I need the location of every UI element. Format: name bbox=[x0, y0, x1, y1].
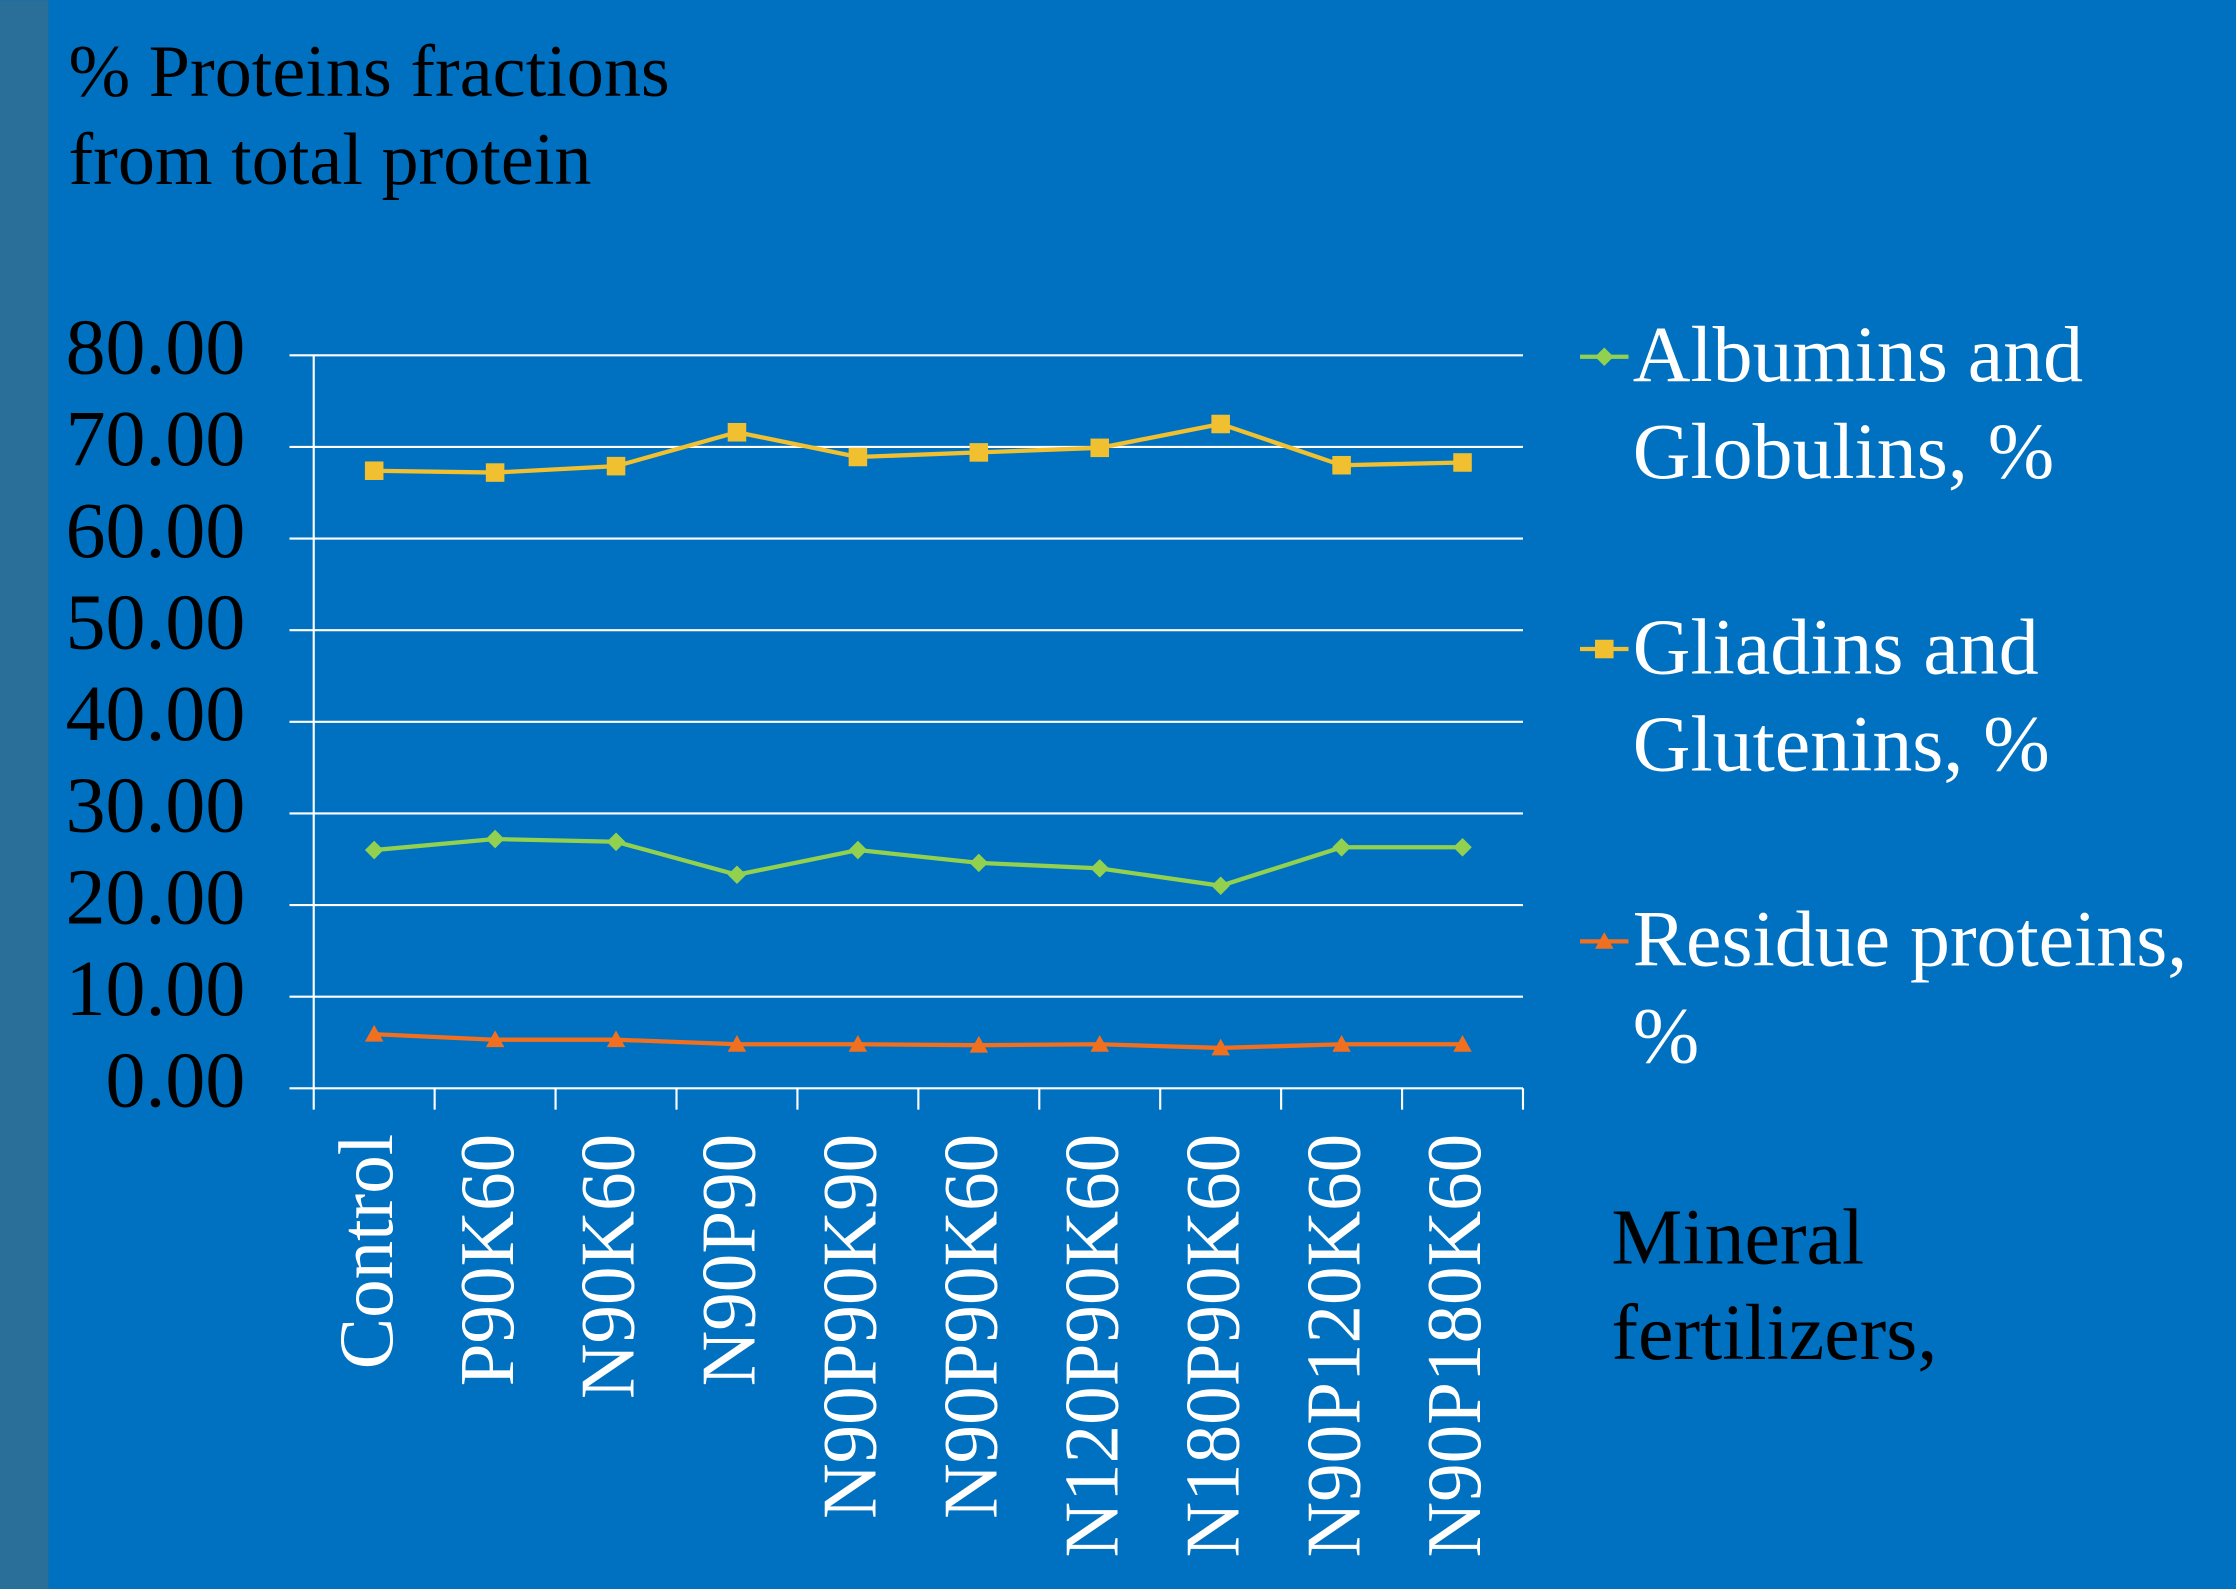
title-box: % Proteins fractions from total protein bbox=[68, 31, 670, 202]
marker bbox=[606, 456, 626, 476]
marker bbox=[364, 840, 384, 860]
x-tick-label: Control bbox=[323, 1134, 409, 1369]
marker bbox=[1211, 414, 1230, 434]
legend-label: Residue proteins, % bbox=[1632, 895, 2188, 1082]
x-label-box: Mineral fertilizers, bbox=[1611, 1193, 1938, 1379]
y-tick-label: 0.00 bbox=[106, 1037, 246, 1125]
marker bbox=[364, 461, 384, 480]
legend-marker bbox=[1595, 932, 1614, 949]
x-tick-label: N90P120K60 bbox=[1290, 1134, 1376, 1558]
x-tick-label: N180P90K60 bbox=[1169, 1134, 1255, 1558]
marker bbox=[969, 1035, 989, 1053]
marker bbox=[364, 1024, 384, 1042]
x-axis-label: Mineral fertilizers, bbox=[1611, 1193, 1938, 1379]
y-tick-label: 70.00 bbox=[66, 395, 246, 483]
series-line bbox=[374, 1032, 1463, 1051]
x-tick-label: N90P180K60 bbox=[1411, 1134, 1497, 1558]
marker bbox=[969, 853, 989, 873]
y-tick-label: 10.00 bbox=[66, 945, 246, 1033]
marker bbox=[727, 1035, 747, 1052]
x-tick-label: N90P90K60 bbox=[927, 1134, 1013, 1519]
marker bbox=[848, 1035, 868, 1052]
side-strip bbox=[0, 0, 49, 1589]
marker bbox=[848, 840, 868, 860]
marker bbox=[1090, 438, 1110, 458]
marker bbox=[606, 1030, 626, 1048]
y-tick-label: 80.00 bbox=[66, 304, 246, 392]
x-tick-label: N90P90 bbox=[686, 1134, 772, 1386]
x-tick-label: P90K60 bbox=[444, 1134, 530, 1386]
series-line bbox=[374, 421, 1463, 475]
y-tick-label: 50.00 bbox=[66, 578, 246, 666]
x-tick-label: N90P90K90 bbox=[807, 1134, 893, 1519]
y-tick-label: 60.00 bbox=[66, 487, 246, 575]
legend-item: Gliadins and Glutenins, % bbox=[1632, 603, 2050, 790]
legend-label: Albumins and Globulins, % bbox=[1632, 311, 2084, 497]
marker bbox=[1453, 1035, 1472, 1052]
x-tick-label: N90K60 bbox=[565, 1134, 651, 1399]
marker bbox=[1453, 453, 1472, 472]
marker bbox=[727, 422, 747, 442]
marker bbox=[1090, 1035, 1110, 1052]
series-line bbox=[373, 836, 1463, 888]
legend-item: Albumins and Globulins, % bbox=[1632, 311, 2084, 497]
marker bbox=[848, 447, 868, 467]
marker bbox=[1211, 1038, 1230, 1056]
x-tick-label: N120P90K60 bbox=[1048, 1134, 1134, 1558]
marker bbox=[1332, 455, 1351, 475]
legend-label: Gliadins and Glutenins, % bbox=[1632, 603, 2050, 790]
marker bbox=[485, 1030, 505, 1048]
marker bbox=[969, 443, 989, 462]
chart-title: % Proteins fractions from total protein bbox=[68, 31, 670, 202]
legend-item: Residue proteins, % bbox=[1632, 895, 2188, 1082]
y-tick-label: 20.00 bbox=[66, 853, 246, 941]
y-tick-label: 30.00 bbox=[66, 762, 246, 850]
marker bbox=[606, 832, 626, 852]
marker bbox=[1332, 1035, 1351, 1052]
marker bbox=[727, 865, 747, 885]
marker bbox=[485, 463, 505, 482]
legend-marker bbox=[1595, 639, 1614, 659]
y-tick-label: 40.00 bbox=[66, 670, 246, 758]
marker bbox=[485, 829, 505, 849]
